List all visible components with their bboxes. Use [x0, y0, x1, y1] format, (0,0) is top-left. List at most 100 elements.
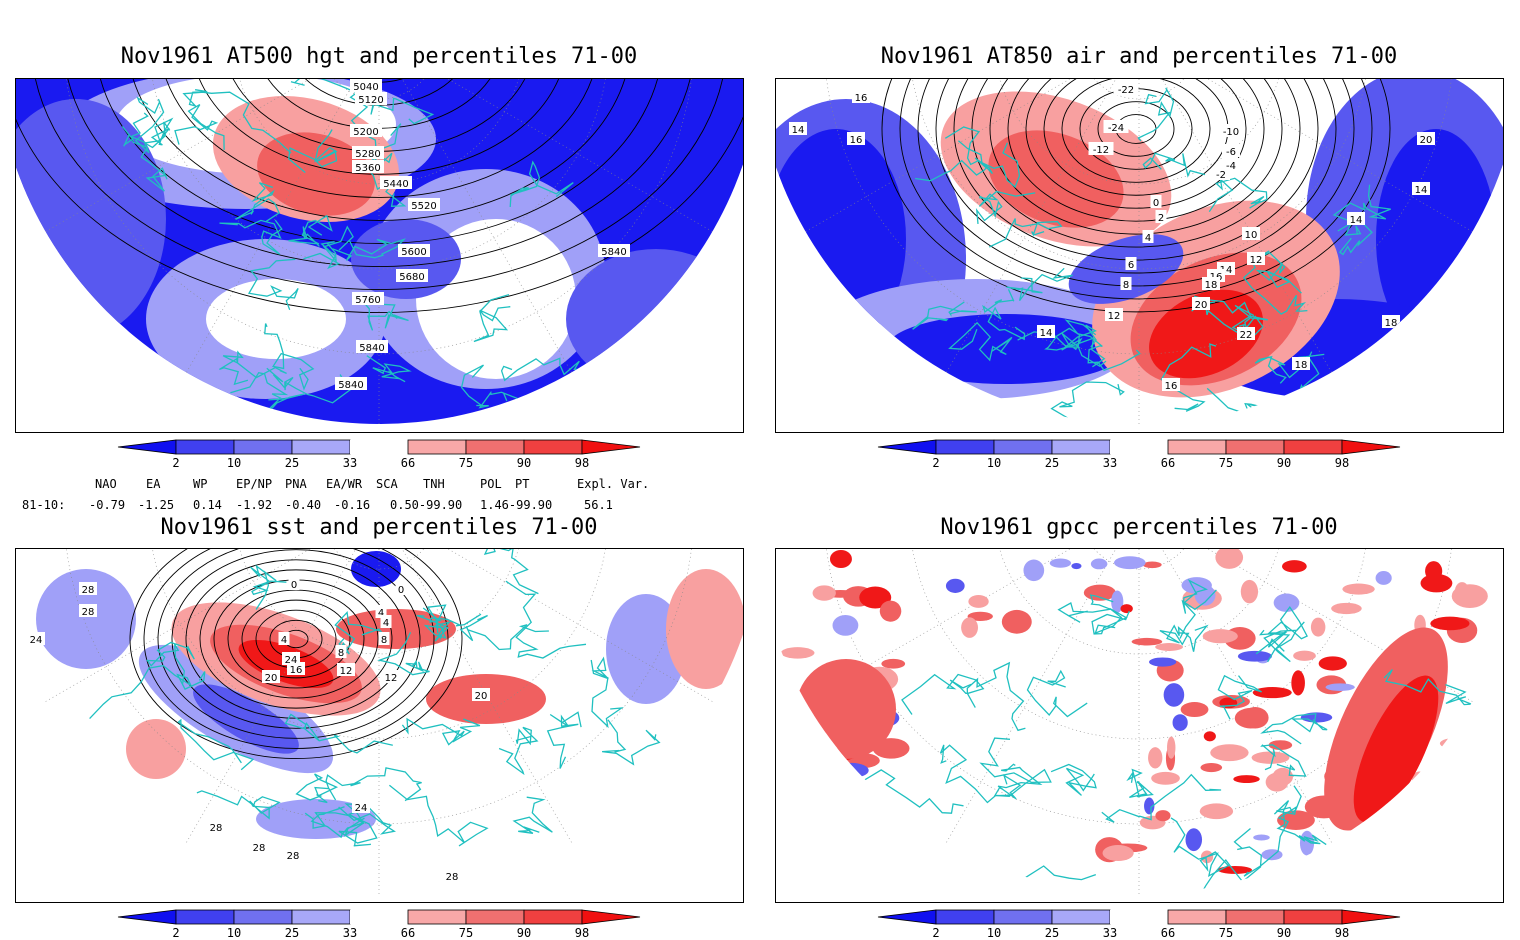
precip-patch	[800, 793, 838, 803]
precip-patch	[1049, 558, 1072, 568]
contour-line	[190, 79, 568, 175]
precip-patch	[1023, 559, 1045, 582]
shade-mid-blue	[351, 219, 461, 299]
contour-label-box	[1142, 230, 1154, 243]
contour-label-box	[396, 269, 428, 282]
contour-label-box	[1218, 124, 1244, 137]
coastline	[1242, 258, 1308, 315]
precip-patch	[796, 659, 896, 759]
colorbar-tick-label: 66	[401, 926, 415, 940]
idx-h-explvar: Expl. Var.	[577, 477, 650, 491]
graticule-meridian	[186, 79, 380, 373]
precip-patch	[1151, 771, 1180, 785]
contour-label: 14	[1415, 185, 1428, 196]
coastline	[388, 784, 489, 847]
coastline	[131, 112, 168, 192]
contour-label-box	[27, 632, 45, 645]
colorbar-tick-label: 25	[285, 456, 299, 470]
contour-label: 16	[1165, 381, 1178, 392]
contour-line	[241, 599, 351, 679]
shade-strong-blue	[351, 551, 401, 587]
contour-label-box	[79, 582, 97, 595]
contour-label-box	[335, 645, 347, 658]
idx-v-wp: 0.14	[193, 498, 222, 512]
colorbar-swatch	[993, 439, 1053, 455]
precip-patch	[1454, 582, 1470, 600]
shade-light-blue	[36, 569, 136, 669]
precip-patch	[879, 600, 902, 622]
colorbar-tick-label: 33	[1103, 456, 1117, 470]
precip-patch	[1261, 849, 1283, 861]
coastline	[332, 238, 407, 261]
contour-label-box	[1120, 277, 1132, 290]
map-air850: 16 16 14 -22 -24 -12 -10 -6 -4-2 0 24 6 8 10 12 14 16 18 2…	[775, 78, 1504, 433]
contour-line	[935, 79, 1337, 274]
coastline	[366, 355, 412, 383]
contour-label-box	[443, 869, 461, 882]
contour-label-box	[1412, 182, 1430, 195]
contour-label-box	[352, 800, 370, 813]
precip-patch	[1241, 707, 1269, 729]
colorbar-top-right: 2 10 25 33 66 75 90 98	[877, 439, 1401, 470]
coastline	[948, 321, 1013, 362]
contour-label-box	[1103, 120, 1129, 133]
coastline	[989, 218, 1063, 248]
graticule-meridian	[378, 79, 572, 373]
colorbar-swatch	[1225, 439, 1285, 455]
precip-patch	[780, 647, 815, 659]
precip-patch	[1120, 604, 1133, 614]
contour-label-box	[847, 132, 865, 145]
precip-patch	[812, 585, 836, 601]
precip-patch	[881, 658, 906, 669]
idx-v-ea: -1.25	[138, 498, 175, 512]
contour-label: 5600	[401, 247, 426, 258]
precip-patch	[1203, 731, 1216, 742]
contour-line	[1061, 79, 1211, 183]
coastline	[1126, 768, 1154, 799]
precip-patch	[961, 617, 978, 638]
graticule-meridian	[378, 79, 713, 232]
contour-label-box	[250, 840, 268, 853]
contour-label: 14	[1350, 215, 1363, 226]
shade-mid-blue	[193, 684, 299, 754]
contour-label-box	[1417, 132, 1435, 145]
precip-patch	[1342, 583, 1375, 595]
contour-label: 24	[285, 655, 298, 666]
precip-patch	[1300, 712, 1333, 723]
contour-label-box	[1237, 327, 1255, 340]
colorbar-swatch	[233, 909, 293, 925]
shade-light-blue	[606, 594, 686, 704]
graticule-meridian	[378, 549, 572, 843]
contour-label: 16	[855, 93, 868, 104]
coastline	[422, 604, 482, 634]
contour-label: 8	[381, 635, 387, 646]
idx-h-ea: EA	[146, 477, 161, 491]
coastline	[1057, 594, 1114, 623]
contour-label-box	[1382, 315, 1400, 328]
coastline	[975, 190, 1036, 224]
map-hgt500: 5040 5120 5200 5280 5360 5440 5520 5600 5680 5760…	[15, 78, 744, 433]
contour-label-box	[352, 146, 384, 159]
coastline	[304, 812, 378, 847]
contour-line	[126, 79, 632, 221]
coastline	[1273, 800, 1327, 846]
colorbar-tick-label: 2	[172, 926, 179, 940]
contour-label-box	[355, 92, 387, 105]
precip-patch	[1331, 602, 1362, 615]
contour-label-box	[380, 176, 412, 189]
contour-label: -4	[1226, 161, 1236, 172]
coastline	[230, 371, 305, 415]
precip-patch	[1375, 571, 1392, 585]
coastline	[235, 182, 280, 222]
contour-label: 8	[338, 648, 344, 659]
shade-mid-blue	[566, 249, 743, 389]
precip-patch	[1083, 584, 1116, 601]
precip-patch	[1330, 842, 1364, 858]
coastline	[416, 614, 452, 642]
shade-light-red	[126, 719, 186, 779]
contour-label-box	[375, 605, 387, 618]
contour-label: 5040	[353, 82, 378, 93]
coastline	[1170, 817, 1230, 878]
graticule-meridian	[1138, 549, 1332, 843]
coastline	[1026, 669, 1088, 718]
